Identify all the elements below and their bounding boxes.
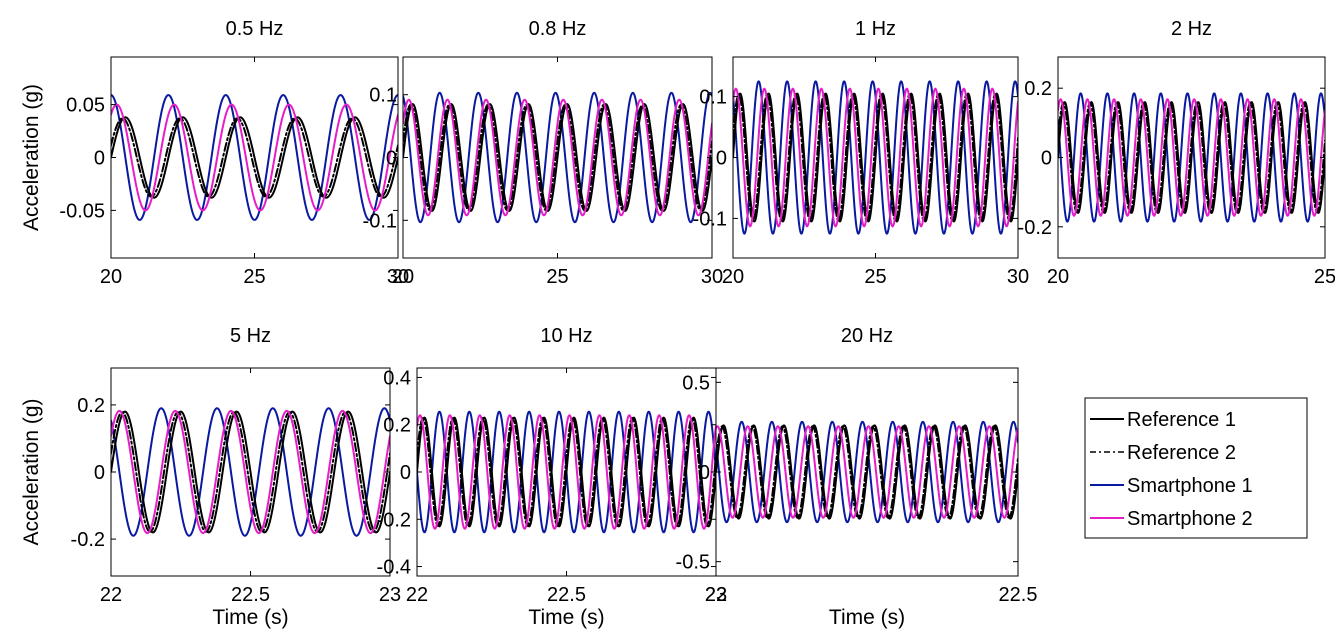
y-axis-label: Acceleration (g): [20, 84, 43, 231]
y-tick-label: 0.2: [383, 415, 411, 437]
subplot-5: -0.2 0 0.2 22 22.5 23 5 Hz Acceleration (g) Time…: [20, 325, 401, 629]
x-tick-label: 22.5: [231, 584, 270, 606]
x-tick-label: 30: [387, 266, 409, 288]
y-tick-label: 0.2: [77, 395, 105, 417]
y-tick-label: -0.4: [377, 557, 411, 579]
y-tick-label: -0.5: [676, 552, 710, 574]
series-group: [417, 410, 716, 534]
x-tick-label: 25: [546, 266, 568, 288]
subplot-title: 0.5 Hz: [226, 18, 284, 40]
subplot-6: -0.4 -0.2 0 0.2 0.4 22 22.5 23 10 Hz Time (s): [377, 325, 728, 629]
subplot-3: -0.1 0 0.1 20 25 30 1 Hz: [693, 18, 1030, 288]
subplot-title: 20 Hz: [841, 325, 893, 347]
subplot-title: 1 Hz: [855, 18, 896, 40]
series-line-smartphone-1: [1058, 92, 1325, 223]
x-tick-label: 30: [701, 266, 723, 288]
x-tick-label: 30: [1007, 266, 1029, 288]
series-line-smartphone-2: [403, 98, 712, 217]
y-tick-label: 0.2: [1024, 78, 1052, 100]
y-tick-label: -0.1: [693, 208, 727, 230]
series-line-smartphone-2: [733, 87, 1018, 228]
legend-label: Reference 1: [1127, 409, 1236, 431]
legend-box: [1084, 397, 1308, 539]
legend: Reference 1 Reference 2 Smartphone 1 Smartp…: [1084, 397, 1308, 539]
series-line-smartphone-2: [417, 414, 716, 530]
x-tick-label: 25: [864, 266, 886, 288]
series-group: [1058, 92, 1325, 223]
x-tick-label: 22.5: [999, 584, 1038, 606]
x-tick-label: 22.5: [547, 584, 586, 606]
x-tick-label: 23: [705, 584, 727, 606]
series-group: [111, 94, 398, 221]
x-tick-label: 22: [406, 584, 428, 606]
y-tick-label: 0.1: [369, 85, 397, 107]
legend-label: Reference 2: [1127, 442, 1236, 464]
series-line-smartphone-1: [403, 91, 712, 224]
x-axis-label: Time (s): [528, 606, 604, 629]
subplot-7: -0.5 0 0.5 22 22.5 20 Hz Time (s): [676, 325, 1038, 629]
y-tick-label: -0.05: [59, 200, 105, 222]
y-tick-label: 0: [1041, 148, 1052, 170]
y-tick-label: 0.1: [699, 87, 727, 109]
y-tick-label: 0: [94, 148, 105, 170]
subplot-4: -0.2 0 0.2 20 25 2 Hz: [1018, 18, 1335, 288]
subplot-title: 5 Hz: [230, 325, 271, 347]
y-tick-label: 0: [94, 462, 105, 484]
x-tick-label: 20: [392, 266, 414, 288]
series-line-smartphone-1: [716, 420, 1018, 524]
series-line-smartphone-2: [716, 425, 1018, 519]
series-line-smartphone-1: [111, 94, 398, 221]
series-line-reference-1: [733, 92, 1018, 223]
y-tick-label: 0.5: [682, 372, 710, 394]
series-line-smartphone-2: [111, 409, 390, 535]
x-tick-label: 20: [722, 266, 744, 288]
x-tick-label: 25: [243, 266, 265, 288]
y-tick-label: 0.05: [66, 95, 105, 117]
series-group: [403, 91, 712, 224]
x-tick-label: 20: [1047, 266, 1069, 288]
subplot-2: -0.1 0 0.1 20 25 30 0.8 Hz: [363, 18, 724, 288]
series-line-reference-2: [111, 117, 398, 198]
x-tick-label: 22: [705, 584, 727, 606]
subplot-title: 2 Hz: [1171, 18, 1212, 40]
series-line-smartphone-1: [111, 407, 390, 537]
series-group: [716, 420, 1018, 524]
series-line-reference-1: [111, 410, 390, 534]
x-tick-label: 25: [1314, 266, 1335, 288]
y-tick-label: -0.2: [71, 529, 105, 551]
series-group: [733, 80, 1018, 235]
legend-label: Smartphone 2: [1127, 508, 1253, 530]
series-line-reference-1: [716, 424, 1018, 520]
subplot-title: 10 Hz: [540, 325, 592, 347]
y-tick-label: 0: [400, 462, 411, 484]
x-tick-label: 23: [379, 584, 401, 606]
x-tick-label: 20: [100, 266, 122, 288]
x-axis-label: Time (s): [829, 606, 905, 629]
series-line-reference-2: [716, 425, 1018, 519]
series-line-smartphone-2: [111, 103, 398, 212]
y-tick-label: -0.2: [1018, 217, 1052, 239]
x-axis-label: Time (s): [212, 606, 288, 629]
series-line-reference-2: [403, 103, 712, 212]
y-tick-label: -0.2: [377, 509, 411, 531]
y-tick-label: -0.1: [363, 210, 397, 232]
series-line-reference-2: [111, 411, 390, 533]
legend-label: Smartphone 1: [1127, 475, 1253, 497]
series-group: [111, 407, 390, 537]
y-tick-label: 0: [386, 148, 397, 170]
y-tick-label: 0: [699, 462, 710, 484]
series-line-reference-1: [111, 116, 398, 199]
y-tick-label: 0.4: [383, 367, 411, 389]
x-tick-label: 22: [100, 584, 122, 606]
series-line-smartphone-2: [1058, 98, 1325, 217]
y-axis-label: Acceleration (g): [20, 398, 43, 545]
series-line-reference-1: [403, 103, 712, 212]
subplot-1: -0.05 0 0.05 20 25 30 0.5 Hz Acceleration (g): [20, 18, 409, 288]
subplot-title: 0.8 Hz: [529, 18, 587, 40]
y-tick-label: 0: [716, 148, 727, 170]
